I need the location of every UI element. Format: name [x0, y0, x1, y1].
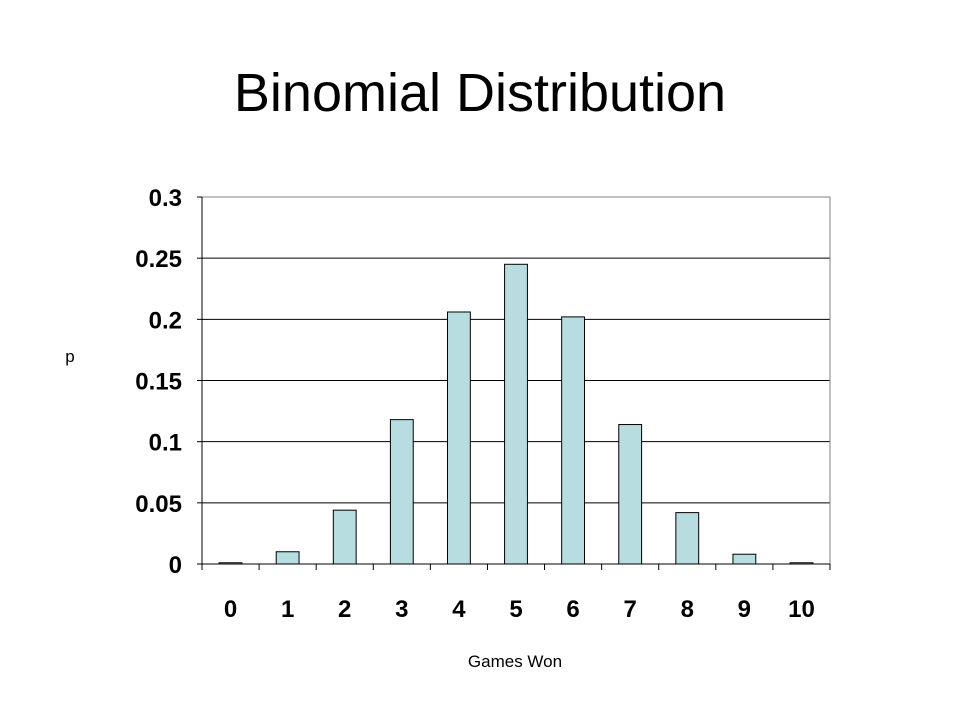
x-axis-label: Games Won: [468, 652, 562, 671]
axes: [197, 196, 831, 570]
bar: [561, 316, 586, 565]
y-tick-label: 0.3: [149, 185, 182, 212]
chart-title: Binomial Distribution: [233, 63, 727, 123]
bar: [618, 424, 643, 565]
bar: [446, 311, 471, 565]
x-tick-label: 1: [281, 596, 294, 623]
y-axis-label: p: [65, 347, 74, 366]
y-tick-label: 0.05: [135, 491, 182, 518]
x-tick-label: 8: [681, 596, 694, 623]
y-tick-label: 0.25: [135, 246, 182, 273]
x-tick-label: 4: [452, 596, 466, 623]
x-tick-label: 7: [624, 596, 637, 623]
bars: [218, 263, 814, 565]
x-tick-label: 2: [338, 596, 351, 623]
y-tick-label: 0.2: [149, 307, 182, 334]
x-tick-label: 9: [738, 596, 751, 623]
x-tick-label: 3: [395, 596, 408, 623]
x-tick-label: 0: [224, 596, 237, 623]
bar: [389, 419, 414, 565]
x-tick-labels: 0 1 2 3 4 5 6 7 8 9 10: [224, 596, 815, 623]
y-tick-label: 0.15: [135, 369, 182, 396]
x-tick-label: 10: [788, 596, 815, 623]
y-tick-label: 0.1: [149, 430, 182, 457]
y-tick-label: 0: [169, 552, 182, 579]
bar: [332, 509, 357, 565]
y-tick-labels: 0 0.05 0.1 0.15 0.2 0.25 0.3: [135, 185, 182, 579]
bar: [675, 512, 700, 565]
bar: [504, 263, 528, 565]
x-tick-label: 5: [509, 596, 522, 623]
x-tick-label: 6: [566, 596, 579, 623]
bar: [732, 553, 757, 565]
bar: [275, 551, 300, 565]
